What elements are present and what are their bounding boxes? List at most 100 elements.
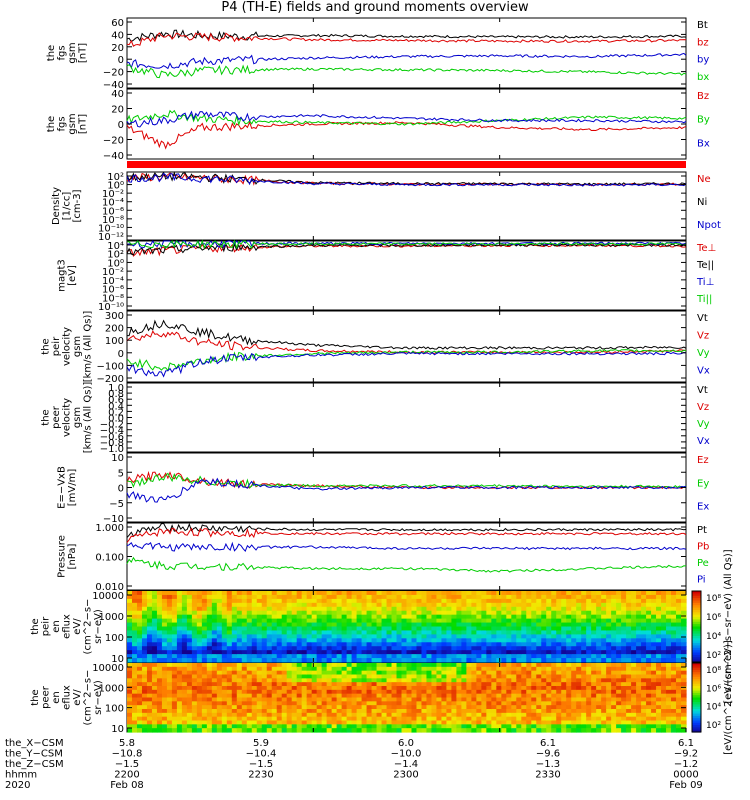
spectrogram-cell (251, 720, 258, 725)
spectrogram-cell (576, 626, 582, 632)
spectrogram-cell (416, 610, 423, 616)
spectrogram-cell (141, 693, 148, 699)
spectrogram-cell (376, 598, 383, 604)
spectrogram-cell (411, 650, 418, 655)
spectrogram-cell (601, 712, 607, 718)
spectrogram-cell (471, 630, 477, 635)
spectrogram-cell (621, 670, 627, 676)
spectrogram-cell (171, 630, 178, 635)
spectrogram-cell (446, 712, 453, 718)
spectrogram-cell (421, 724, 428, 729)
spectrogram-cell (336, 689, 343, 695)
spectrogram-cell (241, 682, 248, 687)
spectrogram-cell (551, 642, 557, 647)
spectrogram-cell (531, 650, 537, 655)
spectrogram-cell (216, 646, 223, 651)
spectrogram-cell (151, 697, 158, 702)
spectrogram-cell (386, 705, 393, 710)
spectrogram-cell (501, 709, 507, 714)
spectrogram-cell (581, 724, 587, 729)
spectrogram-cell (201, 591, 208, 596)
spectrogram-cell (526, 642, 532, 647)
spectrogram-cell (456, 701, 463, 706)
spectrogram-cell (391, 654, 398, 659)
spectrogram-cell (326, 670, 333, 676)
spectrogram-cell (406, 693, 413, 699)
spectrogram-cell (141, 614, 148, 620)
spectrogram-cell (441, 682, 448, 687)
spectrogram-cell (651, 678, 657, 683)
spectrogram-cell (571, 686, 577, 691)
spectrogram-cell (626, 686, 632, 691)
spectrogram-cell (356, 602, 363, 608)
spectrogram-cell (476, 594, 482, 600)
spectrogram-cell (396, 642, 403, 647)
spectrogram-cell (321, 658, 328, 663)
spectrogram-cell (127, 646, 133, 651)
spectrogram-cell (386, 630, 393, 635)
spectrogram-cell (406, 686, 413, 691)
spectrogram-cell (186, 697, 193, 702)
spectrogram-cell (481, 682, 487, 687)
spectrogram-cell (631, 689, 637, 695)
spectrogram-cell (216, 686, 223, 691)
spectrogram-cell (216, 594, 223, 600)
colorbar-cell (692, 669, 701, 673)
spectrogram-cell (676, 618, 682, 624)
legend-label: Vy (697, 419, 710, 430)
spectrogram-cell (471, 701, 477, 706)
spectrogram-cell (476, 658, 482, 663)
spectrogram-cell (181, 591, 188, 596)
spectrogram-cell (431, 697, 438, 702)
spectrogram-cell (441, 678, 448, 683)
spectrogram-cell (241, 663, 248, 668)
spectrogram-cell (616, 728, 622, 733)
spectrogram-cell (241, 658, 248, 663)
spectrogram-cell (271, 728, 278, 733)
spectrogram-cell (206, 705, 213, 710)
spectrogram-cell (416, 642, 423, 647)
spectrogram-cell (141, 610, 148, 616)
spectrogram-cell (181, 630, 188, 635)
spectrogram-cell (371, 606, 378, 612)
spectrogram-cell (156, 686, 163, 691)
spectrogram-cell (321, 634, 328, 639)
spectrogram-cell (431, 626, 438, 632)
spectrogram-cell (296, 705, 303, 710)
spectrogram-cell (236, 594, 243, 600)
spectrogram-cell (636, 701, 642, 706)
spectrogram-cell (506, 594, 512, 600)
spectrogram-cell (131, 674, 138, 679)
spectrogram-cell (446, 693, 453, 699)
spectrogram-cell (681, 712, 687, 718)
spectrogram-cell (501, 701, 507, 706)
spectrogram-cell (371, 689, 378, 695)
spectrogram-cell (261, 705, 268, 710)
spectrogram-cell (416, 646, 423, 651)
x-axis-value: 2330 (535, 770, 560, 781)
spectrogram-cell (611, 693, 617, 699)
spectrogram-cell (361, 630, 368, 635)
legend-label: Vz (697, 331, 709, 342)
spectrogram-cell (576, 674, 582, 679)
spectrogram-cell (471, 705, 477, 710)
spectrogram-cell (631, 630, 637, 635)
spectrogram-cell (381, 654, 388, 659)
spectrogram-cell (681, 646, 687, 651)
spectrogram-cell (246, 666, 253, 672)
spectrogram-cell (156, 602, 163, 608)
spectrogram-cell (541, 724, 547, 729)
spectrogram-cell (136, 591, 143, 596)
spectrogram-cell (341, 638, 348, 643)
spectrogram-cell (381, 697, 388, 702)
spectrogram-cell (616, 686, 622, 691)
spectrogram-cell (416, 614, 423, 620)
spectrogram-cell (156, 614, 163, 620)
spectrogram-cell (356, 642, 363, 647)
spectrogram-cell (396, 689, 403, 695)
y-axis-label-line: [km/s (All Qs)] (83, 311, 94, 383)
spectrogram-cell (491, 670, 497, 676)
spectrogram-cell (171, 650, 178, 655)
y-axis-label-line: gsm (67, 42, 78, 63)
series-line-bx (126, 64, 687, 79)
